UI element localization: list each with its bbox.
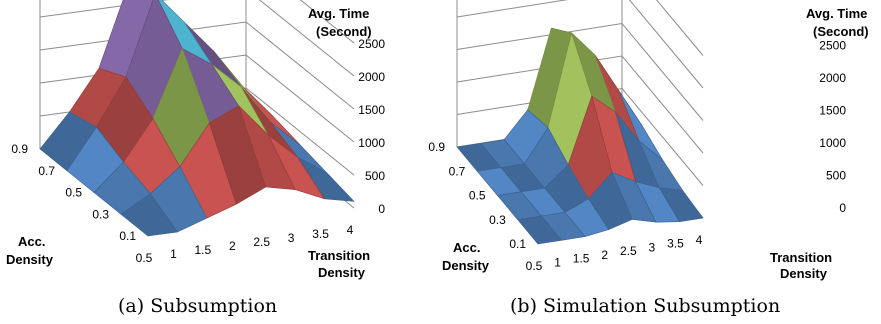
x-tick-label: 3: [288, 231, 295, 245]
y-tick-label: 0.1: [119, 229, 136, 243]
x-tick-label: 4: [696, 233, 703, 247]
z-axis-title-line2: (Second): [316, 24, 372, 39]
x-tick-label: 4: [347, 223, 354, 237]
z-tick-label: 2500: [358, 37, 385, 51]
surface-plot: [456, 27, 704, 245]
y-tick-label: 0.3: [92, 207, 109, 221]
y-tick-label: 0.5: [65, 186, 82, 200]
y-tick-label: 0.7: [38, 164, 55, 178]
x-axis-title-line1: Transition: [308, 248, 370, 263]
z-tick-label: 0: [378, 202, 385, 216]
z-tick-label: 1500: [819, 104, 846, 118]
y-tick-label: 0.7: [449, 164, 466, 178]
z-tick-label: 500: [365, 169, 385, 183]
z-tick-label: 2500: [819, 39, 846, 53]
x-tick-label: 2: [229, 239, 236, 253]
z-tick-label: 500: [826, 169, 846, 183]
x-axis-ticks: 0.5 1 1.5 2 2.5 3 3.5 4: [526, 233, 703, 273]
z-tick-label: 0: [839, 201, 846, 215]
z-axis-ticks: 2500 2000 1500 1000 500 0: [819, 39, 846, 216]
x-tick-label: 3.5: [312, 227, 329, 241]
x-axis-ticks: 0.5 1 1.5 2 2.5 3 3.5 4: [136, 223, 354, 265]
z-tick-label: 1500: [358, 103, 385, 117]
surface-plot: [39, 0, 355, 237]
z-tick-label: 2000: [358, 70, 385, 84]
y-axis-title-line2: Density: [442, 258, 490, 273]
x-tick-label: 3: [649, 240, 656, 254]
z-tick-label: 1000: [358, 136, 385, 150]
y-tick-label: 0.3: [489, 213, 506, 227]
x-tick-label: 2.5: [253, 235, 270, 249]
gridline: [39, 0, 355, 77]
gridline: [656, 0, 704, 56]
x-axis-title-line1: Transition: [770, 250, 832, 265]
caption-simulation-subsumption: (b) Simulation Subsumption: [510, 295, 780, 317]
y-tick-label: 0.9: [11, 142, 28, 156]
x-tick-label: 2.5: [620, 244, 637, 258]
x-tick-label: 3.5: [667, 237, 684, 251]
x-axis-title-line2: Density: [780, 266, 828, 281]
y-tick-label: 0.5: [469, 189, 486, 203]
y-axis-title-line2: Density: [6, 252, 54, 267]
x-axis-title-line2: Density: [318, 265, 366, 280]
y-tick-label: 0.9: [428, 140, 445, 154]
x-tick-label: 1: [554, 255, 561, 269]
x-tick-label: 0.5: [526, 259, 543, 273]
x-tick-label: 1.5: [573, 252, 590, 266]
x-tick-label: 2: [601, 248, 608, 262]
gridline: [456, 0, 704, 89]
z-axis-title-line2: (Second): [813, 24, 869, 39]
y-axis-ticks: 0.9 0.70.50.30.1: [428, 140, 526, 251]
caption-subsumption: (a) Subsumption: [118, 295, 277, 317]
z-axis-ticks: 2500 2000 1500 1000 500 0: [358, 37, 385, 216]
gridline: [299, 0, 355, 44]
x-tick-label: 1.5: [195, 243, 212, 257]
z-axis-title-line1: Avg. Time: [806, 6, 867, 21]
surface-cell: [120, 193, 178, 237]
z-tick-label: 1000: [819, 136, 846, 150]
y-axis-title-line1: Acc.: [18, 234, 45, 249]
surface-cell: [517, 215, 563, 245]
y-tick-label: 0.1: [509, 237, 526, 251]
z-tick-label: 2000: [819, 71, 846, 85]
z-axis-title-line1: Avg. Time: [308, 6, 369, 21]
y-axis-title-line1: Acc.: [453, 240, 480, 255]
x-tick-label: 1: [170, 247, 177, 261]
chart-panel-subsumption: 2500 2000 1500 1000 500 0 0.9 0.7 0.5 0.3 0.1 0.5…: [6, 0, 385, 317]
y-axis-ticks: 0.9 0.7 0.5 0.3 0.1: [11, 142, 136, 243]
x-tick-label: 0.5: [136, 251, 153, 265]
